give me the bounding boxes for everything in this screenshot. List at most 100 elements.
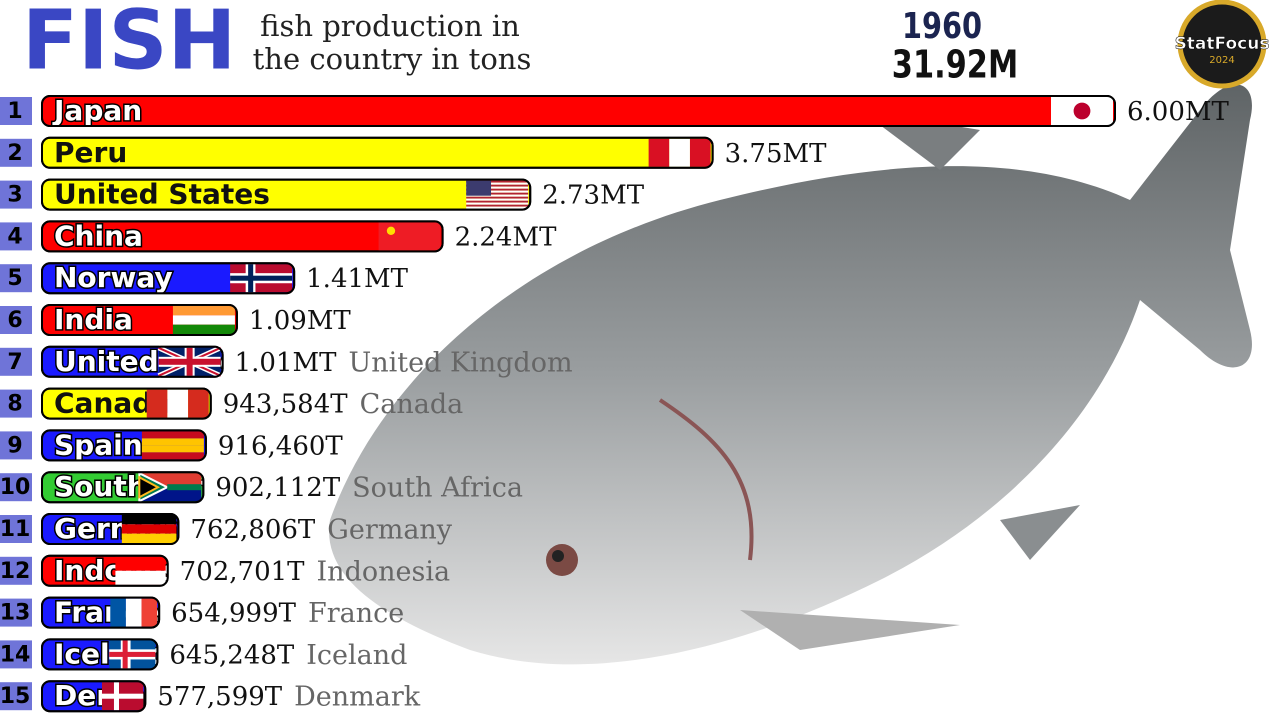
flag-part — [141, 438, 204, 446]
bar-content: Norway — [53, 261, 175, 294]
country-label: Denmark — [294, 682, 421, 713]
flag-part — [466, 180, 529, 183]
flag-part — [121, 515, 177, 525]
flag-part — [141, 452, 204, 460]
flag-part — [466, 192, 529, 195]
rank-box — [0, 306, 32, 334]
rank-box — [0, 264, 32, 293]
flag — [230, 264, 293, 293]
value-label: 916,460T — [218, 431, 344, 461]
rank-box — [0, 431, 32, 460]
value-label: 1.09MT — [249, 306, 352, 336]
value-label: 6.00MT — [1127, 97, 1230, 127]
rank: 8 — [7, 392, 22, 417]
bar-label: Norway — [54, 261, 173, 294]
bar-content: United States — [54, 180, 270, 210]
value-label: 1.01MT — [235, 348, 338, 378]
bar-outline — [41, 345, 224, 378]
rank: 9 — [7, 433, 22, 458]
bar-outline — [41, 596, 161, 629]
value-label: 654,999T — [171, 599, 297, 629]
bar-outline — [41, 178, 532, 211]
logo: StatFocus 2024 — [1174, 0, 1270, 89]
flag-part — [109, 651, 156, 657]
logo-text: StatFocus — [1175, 34, 1270, 54]
flag — [109, 640, 156, 669]
flag-part — [167, 484, 202, 491]
rank: 7 — [7, 350, 22, 375]
subtitle: the country in tons — [253, 42, 532, 76]
rank: 10 — [0, 475, 30, 500]
bar — [41, 95, 1116, 127]
rank: 3 — [7, 183, 22, 208]
flag — [141, 431, 204, 460]
flag — [115, 556, 166, 585]
year: 1960 — [902, 5, 982, 47]
bar-content: China — [53, 221, 145, 251]
flag — [157, 345, 222, 379]
flag-part — [110, 598, 126, 627]
flag — [172, 306, 235, 334]
rank-box — [0, 222, 32, 251]
flag-part — [466, 190, 529, 193]
flag-part — [141, 445, 204, 453]
bar-content: India — [53, 305, 135, 335]
country-label: Indonesia — [317, 556, 451, 587]
rank: 11 — [0, 517, 30, 542]
country-label: Germany — [327, 515, 453, 546]
flag-part — [121, 524, 177, 534]
flag-part — [146, 389, 168, 418]
country-label: United Kingdom — [348, 347, 572, 378]
flag-part — [172, 315, 235, 325]
bar-outline — [41, 220, 444, 253]
flag-part — [466, 188, 529, 191]
flag-part — [230, 275, 293, 281]
rank-box — [0, 556, 32, 585]
flag-part — [689, 138, 711, 167]
rank: 14 — [0, 642, 30, 667]
flag — [466, 180, 529, 209]
rank-box — [0, 598, 32, 627]
flag-part — [158, 358, 221, 365]
rank-box — [0, 180, 32, 209]
total: 31.92M — [892, 43, 1018, 87]
bar-outline — [41, 680, 147, 713]
bar-content: Spain — [53, 430, 145, 460]
value-label: 1.41MT — [306, 264, 409, 294]
bar-outline — [41, 429, 207, 462]
flag-part — [466, 182, 529, 185]
rank: 13 — [0, 601, 30, 626]
bar-outline — [41, 262, 296, 295]
rank: 6 — [7, 308, 22, 333]
flag-part — [172, 306, 235, 316]
country-label: South Africa — [352, 473, 523, 504]
bar-outline — [41, 136, 714, 169]
bar-outline — [41, 387, 212, 420]
subtitle: fish production in — [260, 9, 520, 43]
rank-box — [0, 389, 32, 418]
flag-part — [466, 204, 529, 207]
bar-label: Peru — [54, 136, 127, 169]
bar-outline — [41, 554, 169, 587]
flag-part — [386, 226, 396, 235]
flag-part — [648, 138, 670, 167]
flag-part — [466, 186, 529, 189]
value-label: 3.75MT — [725, 139, 828, 169]
flag — [1051, 97, 1113, 125]
flag-part — [121, 533, 177, 543]
bar — [41, 136, 714, 169]
rank: 2 — [7, 141, 22, 166]
value-label: 702,701T — [180, 557, 306, 587]
rank: 4 — [7, 224, 22, 249]
bar-outline — [41, 95, 1116, 127]
rank: 1 — [7, 99, 22, 124]
flag — [378, 222, 441, 251]
value-label: 645,248T — [169, 640, 295, 670]
flag-part — [167, 389, 189, 418]
flag-part — [1073, 102, 1091, 120]
bar-content: Peru — [54, 136, 127, 169]
flag-part — [141, 598, 158, 627]
bars: 1 Japan 6.00MT 2 Peru 3.75MT 3 United States 2.7… — [0, 95, 1230, 713]
rank: 15 — [0, 684, 30, 709]
